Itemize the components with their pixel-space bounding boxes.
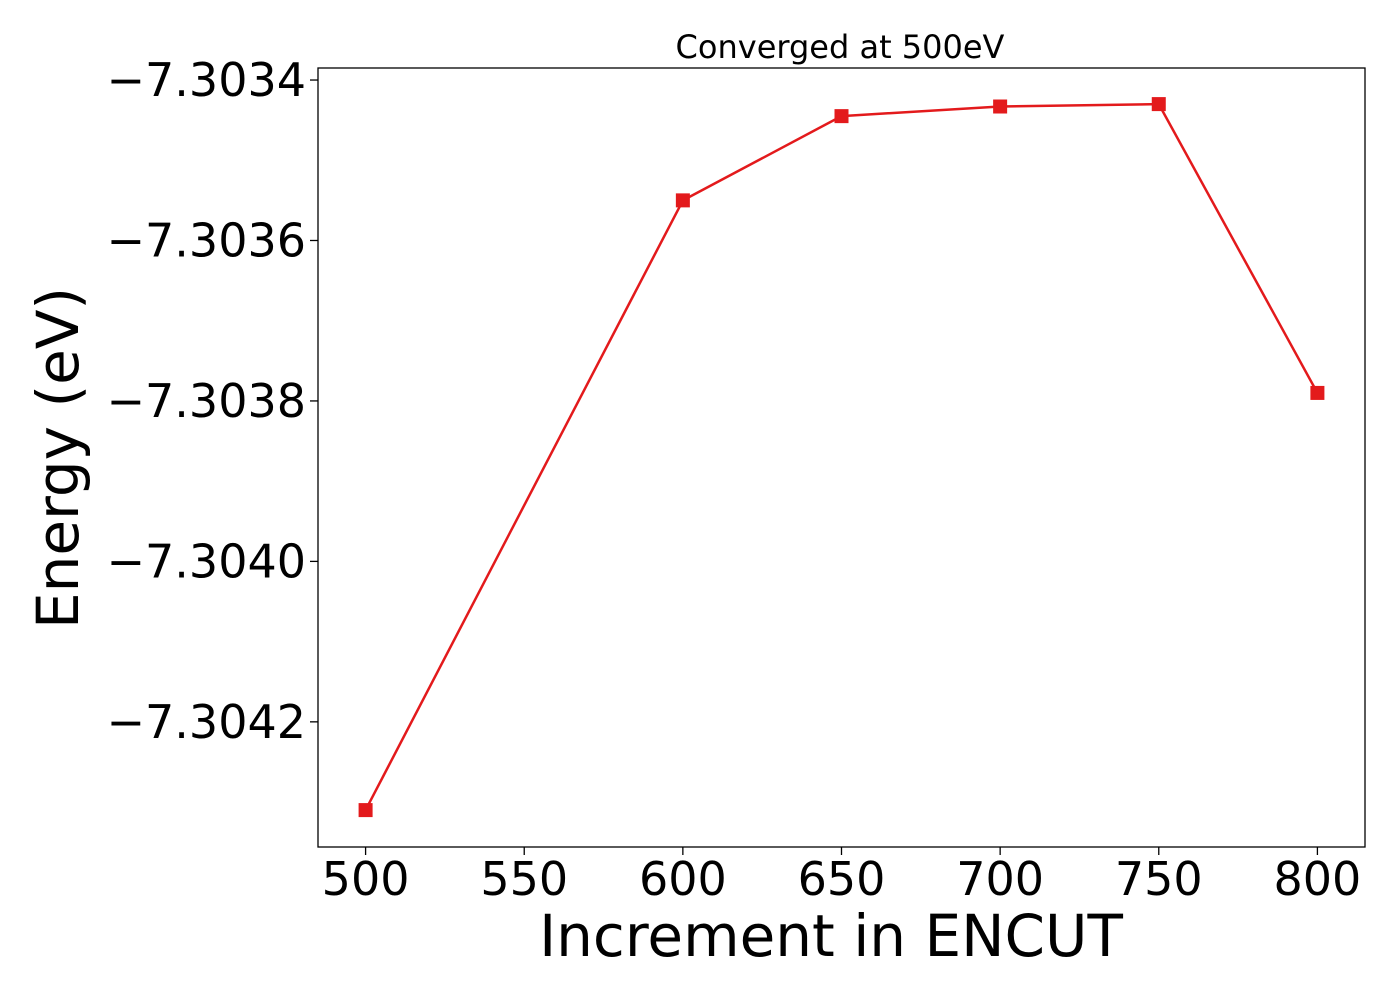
x-tick-label: 700 bbox=[956, 852, 1044, 906]
series-line bbox=[364, 102, 1319, 811]
y-tick-label: −7.3042 bbox=[107, 695, 307, 749]
y-axis-label: Energy (eV) bbox=[24, 287, 92, 629]
x-axis-ticks: 500 550 600 650 700 750 800 bbox=[322, 847, 1362, 906]
data-point-marker bbox=[834, 109, 849, 124]
y-tick-label: −7.3036 bbox=[107, 213, 307, 267]
data-point-marker bbox=[993, 99, 1008, 114]
x-axis-label: Increment in ENCUT bbox=[539, 902, 1123, 970]
y-tick-label: −7.3040 bbox=[107, 534, 307, 588]
series-layer bbox=[358, 97, 1325, 818]
data-point-marker bbox=[1151, 97, 1166, 112]
data-point-marker bbox=[1310, 385, 1325, 400]
x-tick-label: 500 bbox=[322, 852, 410, 906]
x-tick-label: 750 bbox=[1115, 852, 1203, 906]
y-axis-ticks: −7.3034 −7.3036 −7.3038 −7.3040 −7.3042 bbox=[107, 53, 318, 749]
x-tick-label: 600 bbox=[639, 852, 727, 906]
plot-frame bbox=[317, 67, 1366, 848]
x-tick-label: 550 bbox=[480, 852, 568, 906]
chart-title: Converged at 500eV bbox=[676, 28, 1005, 66]
data-point-marker bbox=[675, 193, 690, 208]
y-tick-label: −7.3038 bbox=[107, 374, 307, 428]
x-tick-label: 650 bbox=[798, 852, 886, 906]
x-tick-label: 800 bbox=[1274, 852, 1362, 906]
y-tick-label: −7.3034 bbox=[107, 53, 307, 107]
data-point-marker bbox=[358, 803, 373, 818]
